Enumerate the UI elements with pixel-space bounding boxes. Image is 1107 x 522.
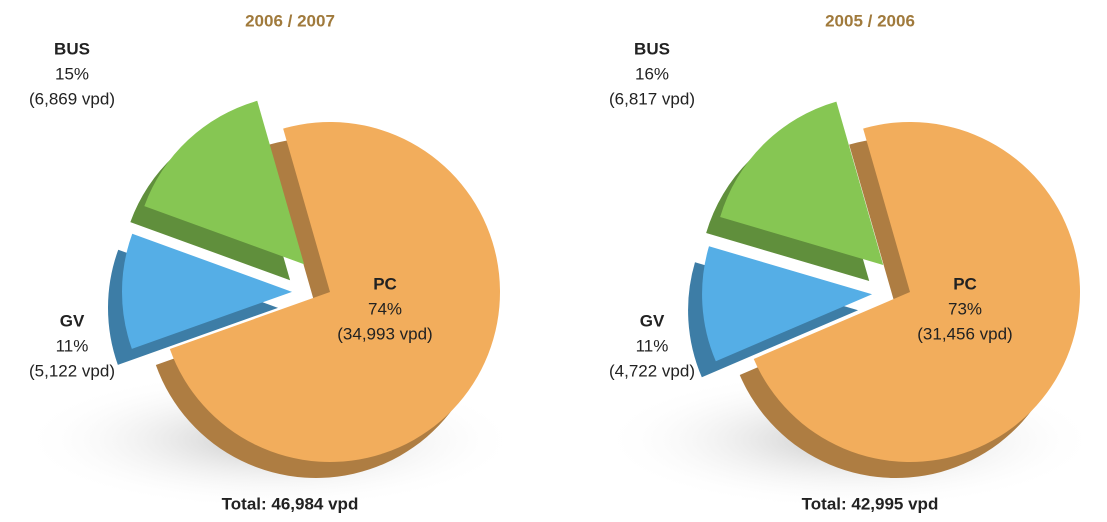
value-label: 73% [948, 299, 982, 318]
category-label: PC [373, 274, 397, 293]
slice [169, 122, 501, 463]
total-label: Total: 46,984 vpd [222, 494, 359, 513]
value-label: 11% [56, 336, 89, 355]
count-label: (5,122 vpd) [29, 361, 115, 380]
value-label: 15% [55, 64, 89, 83]
category-label: BUS [54, 39, 90, 58]
category-label: PC [953, 274, 977, 293]
slice [702, 246, 873, 362]
value-label: 16% [635, 64, 669, 83]
value-label: 74% [368, 299, 402, 318]
total-label: Total: 42,995 vpd [802, 494, 939, 513]
count-label: (31,456 vpd) [917, 324, 1012, 343]
category-label: GV [640, 311, 665, 330]
category-label: BUS [634, 39, 670, 58]
category-label: GV [60, 311, 85, 330]
chart-title: 2006 / 2007 [245, 11, 335, 30]
slice [720, 101, 884, 266]
count-label: (4,722 vpd) [609, 361, 695, 380]
slice [753, 121, 1080, 462]
value-label: 11% [636, 336, 669, 355]
count-label: (34,993 vpd) [337, 324, 432, 343]
count-label: (6,817 vpd) [609, 89, 695, 108]
slice [144, 100, 305, 265]
slice [122, 233, 293, 349]
chart-title: 2005 / 2006 [825, 11, 915, 30]
count-label: (6,869 vpd) [29, 89, 115, 108]
